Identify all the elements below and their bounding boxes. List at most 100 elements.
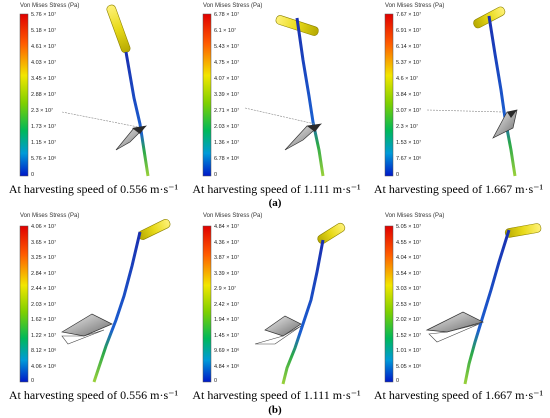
tick-label: 1.15 × 10⁷ [31, 140, 57, 146]
tick-label: 0 [31, 378, 35, 384]
maize-stalk [487, 15, 517, 177]
tick-label: 0 [396, 172, 400, 178]
tick-label: 4.75 × 10⁷ [214, 60, 240, 66]
tick-label: 3.84 × 10⁷ [396, 92, 422, 98]
tick-label: 6.1 × 10⁷ [214, 28, 237, 34]
tick-label: 1.36 × 10⁷ [214, 140, 240, 146]
tick-label: 7.67 × 10⁷ [396, 12, 422, 18]
tick-label: 5.43 × 10⁷ [214, 44, 240, 50]
tick-label: 6.78 × 10⁷ [214, 12, 240, 18]
legend-title: Von Mises Stress (Pa) [385, 213, 445, 219]
simulation-figure [384, 6, 518, 177]
maize-cob [504, 223, 542, 238]
cutter-body [132, 126, 146, 134]
tick-label: 8.12 × 10⁶ [31, 348, 57, 354]
cutter-blade [425, 311, 484, 333]
tick-label: 0 [214, 378, 218, 384]
tick-label: 4.06 × 10⁶ [31, 363, 57, 370]
tick-label: 2.88 × 10⁷ [31, 92, 57, 98]
stalk-dashed-line [244, 107, 316, 125]
tick-label: 4.61 × 10⁷ [31, 44, 57, 50]
tick-label: 2.71 × 10⁷ [214, 108, 240, 114]
tick-label: 1.52 × 10⁷ [396, 332, 422, 339]
tick-label: 2.03 × 10⁷ [214, 124, 240, 130]
simulation-figure [202, 13, 325, 177]
simulation-figure [19, 219, 171, 383]
color-bar [19, 13, 29, 177]
color-bar [384, 225, 394, 383]
color-bar [19, 225, 29, 383]
tick-label: 6.14 × 10⁷ [396, 44, 422, 50]
tick-label: 1.73 × 10⁷ [31, 124, 57, 130]
tick-label: 6.78 × 10⁶ [214, 156, 240, 162]
tick-label: 2.44 × 10⁷ [31, 286, 57, 292]
tick-label: 3.07 × 10⁷ [396, 108, 422, 114]
tick-label: 5.37 × 10⁷ [396, 60, 422, 66]
tick-label: 3.25 × 10⁷ [31, 255, 57, 261]
stress-panel-a1: Von Mises Stress (Pa) 5.76 × 10⁷ 5.18 × … [2, 0, 185, 196]
tick-label: 3.65 × 10⁷ [31, 239, 57, 246]
stalk-dashed-line [426, 109, 504, 113]
tick-label: 5.05 × 10⁶ [396, 363, 422, 370]
tick-label: 2.42 × 10⁷ [214, 301, 240, 308]
tick-label: 4.06 × 10⁷ [31, 224, 57, 230]
stress-panel-a2: Von Mises Stress (Pa) 6.78 × 10⁷ 6.1 × 1… [185, 0, 368, 196]
tick-label: 3.39 × 10⁷ [214, 270, 240, 277]
tick-label: 3.87 × 10⁷ [214, 255, 240, 261]
tick-label: 1.01 × 10⁷ [396, 348, 422, 354]
tick-label: 5.76 × 10⁷ [31, 12, 57, 18]
panel-caption: At harvesting speed of 1.667 m·s⁻¹ [373, 182, 544, 196]
color-bar [202, 13, 212, 177]
tick-label: 4.6 × 10⁷ [396, 76, 419, 82]
tick-label: 3.39 × 10⁷ [214, 92, 240, 98]
maize-stalk [295, 17, 325, 177]
simulation-figure [384, 223, 542, 385]
cutter-frame [428, 323, 480, 343]
tick-label: 4.84 × 10⁶ [214, 363, 240, 370]
tick-label: 2.3 × 10⁷ [396, 124, 419, 130]
stress-panel-b1: Von Mises Stress (Pa) 4.06 × 10⁷ 3.65 × … [2, 212, 185, 408]
stress-panel-b2: Von Mises Stress (Pa) 4.84 × 10⁷ 4.36 × … [185, 212, 368, 408]
panel-caption: At harvesting speed of 1.111 m·s⁻¹ [192, 182, 361, 196]
maize-cob [317, 222, 346, 244]
legend-title: Von Mises Stress (Pa) [203, 3, 263, 9]
tick-label: 4.84 × 10⁷ [214, 224, 240, 230]
cutter-blade [264, 315, 302, 337]
tick-label: 9.69 × 10⁶ [214, 348, 240, 354]
tick-label: 4.03 × 10⁷ [31, 60, 57, 66]
tick-label: 2.9 × 10⁷ [214, 286, 237, 292]
tick-label: 4.04 × 10⁷ [396, 255, 422, 261]
stress-panel-b3: Von Mises Stress (Pa) 5.05 × 10⁷ 4.55 × … [367, 212, 550, 408]
cutter-frame [254, 325, 302, 345]
subfigure-label-a: (a) [268, 197, 282, 209]
stalk-dashed-line [61, 111, 139, 128]
tick-label: 5.18 × 10⁷ [31, 28, 57, 34]
panel-caption: At harvesting speed of 0.556 m·s⁻¹ [8, 182, 179, 196]
legend-title: Von Mises Stress (Pa) [385, 3, 445, 9]
subfigure-label-b: (b) [268, 404, 282, 416]
tick-label: 1.45 × 10⁷ [214, 332, 240, 339]
tick-label: 1.53 × 10⁷ [396, 140, 422, 146]
maize-cob [138, 219, 171, 240]
tick-label: 3.03 × 10⁷ [396, 286, 422, 292]
cutter-body [507, 110, 517, 118]
maize-stalk [463, 229, 511, 385]
tick-label: 4.55 × 10⁷ [396, 239, 422, 246]
tick-label: 0 [396, 378, 400, 384]
stress-panel-a3: Von Mises Stress (Pa) 7.67 × 10⁷ 6.91 × … [367, 0, 550, 196]
color-bar [202, 225, 212, 383]
legend-title: Von Mises Stress (Pa) [203, 213, 263, 219]
tick-label: 2.02 × 10⁷ [396, 317, 422, 323]
maize-cob [106, 4, 131, 54]
tick-label: 4.36 × 10⁷ [214, 239, 240, 246]
cutter-frame [61, 329, 105, 345]
panel-caption: At harvesting speed of 0.556 m·s⁻¹ [8, 388, 179, 402]
tick-label: 2.53 × 10⁷ [396, 301, 422, 308]
color-bar [384, 13, 394, 177]
tick-label: 3.45 × 10⁷ [31, 76, 57, 82]
tick-label: 1.94 × 10⁷ [214, 317, 240, 323]
panel-caption: At harvesting speed of 1.667 m·s⁻¹ [373, 388, 544, 402]
tick-label: 2.84 × 10⁷ [31, 270, 57, 277]
cutter-blade [61, 313, 113, 337]
tick-label: 1.22 × 10⁷ [31, 332, 57, 339]
